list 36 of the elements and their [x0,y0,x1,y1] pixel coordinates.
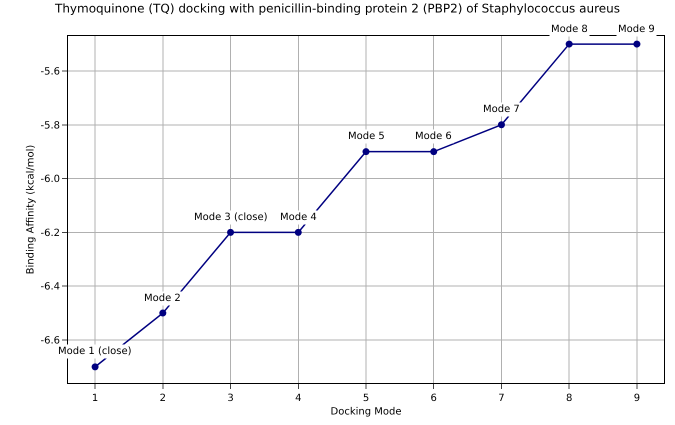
annotation: Mode 7 [483,104,520,115]
y-tick-label: -6.2 [40,228,60,239]
y-tick-label: -5.8 [40,120,60,132]
chart-title: Thymoquinone (TQ) docking with penicillin-binding protein 2 (PBP2) of Staphylococcus aureus [54,2,620,16]
annotation: Mode 6 [415,131,452,142]
annotation: Mode 2 [144,293,181,304]
annotation: Mode 1 (close) [58,346,132,357]
y-axis-title: Binding Affinity (kcal/mol) [25,144,36,274]
point [159,310,166,317]
annotation: Mode 5 [348,131,385,142]
point [227,228,234,236]
annotation: Mode 8 [551,24,588,35]
point [498,121,505,128]
x-tick-label: 3 [227,393,234,404]
x-tick-label: 6 [430,393,437,404]
point [92,363,99,370]
annotation: Mode 3 (close) [194,212,268,223]
x-tick-label: 8 [566,393,572,404]
point [294,228,302,236]
y-tick-label: -5.6 [40,66,60,78]
x-tick-label: 9 [634,393,640,404]
annotation: Mode 4 [280,212,317,223]
x-tick-label: 7 [498,393,505,404]
point [430,148,438,156]
x-tick-label: 5 [362,393,370,404]
annotation: Mode 9 [618,24,655,35]
x-axis-title: Docking Mode [330,406,402,418]
point [362,148,370,156]
point [566,40,573,48]
x-tick-label: 2 [160,393,166,404]
y-tick-label: -6.6 [40,335,60,346]
x-tick-label: 4 [295,393,302,404]
y-tick-label: -6.4 [40,282,60,293]
point [633,40,640,48]
x-tick-label: 1 [92,393,98,404]
y-tick-label: -6.0 [40,174,60,186]
